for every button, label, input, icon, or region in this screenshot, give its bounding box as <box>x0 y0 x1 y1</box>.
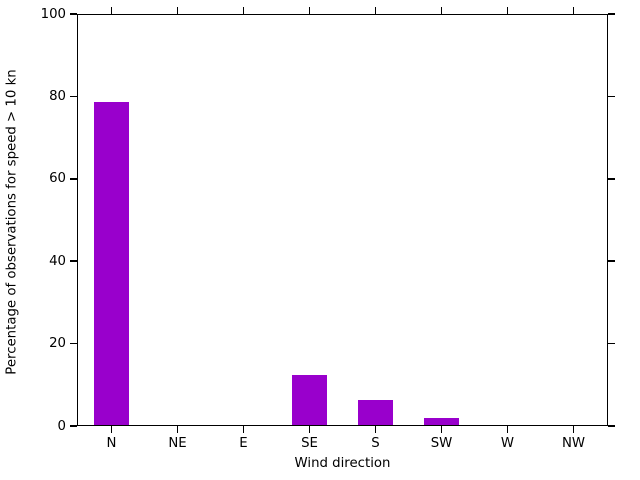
x-tick-top-SE <box>308 7 311 14</box>
y-tick-label-60: 60 <box>49 171 66 187</box>
x-tick-top-E <box>242 7 245 14</box>
y-tick-right-60 <box>608 178 615 180</box>
x-tick-bottom-SW <box>440 426 443 433</box>
y-tick-left-100 <box>70 13 77 15</box>
x-tick-label-SE: SE <box>301 436 318 451</box>
x-tick-top-W <box>506 7 509 14</box>
bar-S <box>357 399 393 425</box>
bar-SW <box>423 417 459 425</box>
y-tick-right-40 <box>608 260 615 262</box>
x-axis-label: Wind direction <box>294 456 391 471</box>
y-tick-right-20 <box>608 342 615 345</box>
x-tick-bottom-W <box>506 426 509 433</box>
x-tick-top-N <box>110 7 113 14</box>
x-tick-bottom-NE <box>176 426 179 433</box>
y-tick-left-20 <box>70 342 77 345</box>
y-tick-left-60 <box>70 178 77 180</box>
bar-SE <box>291 374 327 425</box>
y-tick-left-0 <box>70 425 77 427</box>
x-tick-top-NE <box>176 7 179 14</box>
y-tick-label-20: 20 <box>49 336 66 352</box>
plot-area <box>77 14 608 426</box>
y-tick-label-40: 40 <box>49 253 66 269</box>
x-tick-top-SW <box>440 7 443 14</box>
y-axis-label-text: Percentage of observations for speed > 1… <box>4 69 20 375</box>
y-tick-label-0: 0 <box>57 418 66 434</box>
x-tick-label-W: W <box>500 436 515 451</box>
y-tick-left-40 <box>70 260 77 262</box>
y-tick-right-0 <box>608 425 615 427</box>
bar-N <box>93 101 129 425</box>
x-tick-label-SW: SW <box>430 436 453 451</box>
y-tick-right-100 <box>608 13 615 15</box>
y-tick-right-80 <box>608 95 615 98</box>
x-tick-label-NW: NW <box>561 436 586 451</box>
y-tick-label-100: 100 <box>40 6 66 22</box>
x-tick-bottom-N <box>110 426 113 433</box>
x-tick-top-NW <box>572 7 575 14</box>
x-tick-top-S <box>374 7 377 14</box>
y-tick-left-80 <box>70 95 77 98</box>
x-tick-bottom-S <box>374 426 377 433</box>
y-tick-label-80: 80 <box>49 88 66 104</box>
x-tick-label-E: E <box>239 436 248 451</box>
x-tick-label-N: N <box>106 436 117 451</box>
x-tick-label-S: S <box>371 436 380 451</box>
x-tick-bottom-NW <box>572 426 575 433</box>
x-tick-bottom-SE <box>308 426 311 433</box>
x-tick-bottom-E <box>242 426 245 433</box>
x-tick-label-NE: NE <box>168 436 187 451</box>
